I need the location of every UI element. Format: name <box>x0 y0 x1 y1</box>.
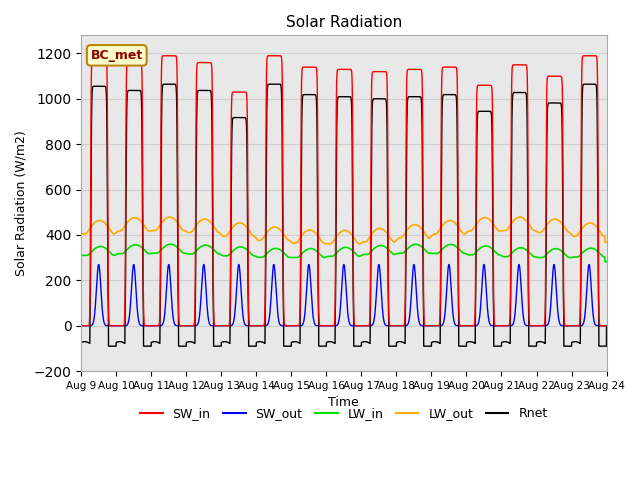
LW_out <box>172 217 179 223</box>
LW_out <box>516 214 524 220</box>
Rnet <box>105 343 113 349</box>
Text: BC_met: BC_met <box>91 49 143 62</box>
Rnet <box>271 81 278 87</box>
SW_in <box>172 53 179 59</box>
Line: LW_in: LW_in <box>81 244 607 262</box>
Y-axis label: Solar Radiation (W/m2): Solar Radiation (W/m2) <box>15 131 28 276</box>
Rnet <box>602 343 610 349</box>
Rnet <box>433 339 440 345</box>
LW_out <box>603 240 611 245</box>
LW_out <box>492 224 499 229</box>
SW_out <box>95 262 102 267</box>
LW_out <box>461 230 469 236</box>
LW_out <box>324 241 332 247</box>
SW_out <box>602 323 610 329</box>
Line: SW_in: SW_in <box>81 56 607 326</box>
Rnet <box>492 343 499 349</box>
Legend: SW_in, SW_out, LW_in, LW_out, Rnet: SW_in, SW_out, LW_in, LW_out, Rnet <box>135 402 552 425</box>
Rnet <box>461 343 469 349</box>
SW_out <box>77 323 85 329</box>
LW_in <box>602 259 610 264</box>
SW_in <box>492 323 499 328</box>
LW_in <box>601 259 609 264</box>
LW_out <box>77 231 85 237</box>
LW_in <box>492 249 499 255</box>
SW_out <box>603 323 611 329</box>
SW_out <box>433 323 440 329</box>
SW_out <box>172 323 179 328</box>
SW_out <box>492 323 499 329</box>
Line: Rnet: Rnet <box>81 84 607 346</box>
LW_in <box>172 243 179 249</box>
Rnet <box>172 82 179 88</box>
SW_in <box>77 323 85 329</box>
LW_in <box>433 251 440 256</box>
LW_in <box>603 259 611 264</box>
SW_out <box>461 323 469 329</box>
LW_in <box>461 251 469 257</box>
Title: Solar Radiation: Solar Radiation <box>285 15 402 30</box>
SW_in <box>461 323 469 329</box>
SW_out <box>324 323 332 329</box>
LW_in <box>324 253 332 259</box>
SW_in <box>602 323 610 329</box>
SW_in <box>433 323 440 329</box>
LW_in <box>77 252 85 258</box>
Rnet <box>77 340 85 346</box>
Rnet <box>603 323 611 329</box>
Rnet <box>324 339 332 345</box>
LW_in <box>167 241 175 247</box>
LW_out <box>433 231 440 237</box>
LW_out <box>602 240 610 245</box>
Line: LW_out: LW_out <box>81 217 607 244</box>
SW_in <box>324 323 332 329</box>
SW_in <box>165 53 173 59</box>
Line: SW_out: SW_out <box>81 264 607 326</box>
X-axis label: Time: Time <box>328 396 359 409</box>
SW_in <box>603 323 611 329</box>
LW_out <box>324 241 332 247</box>
